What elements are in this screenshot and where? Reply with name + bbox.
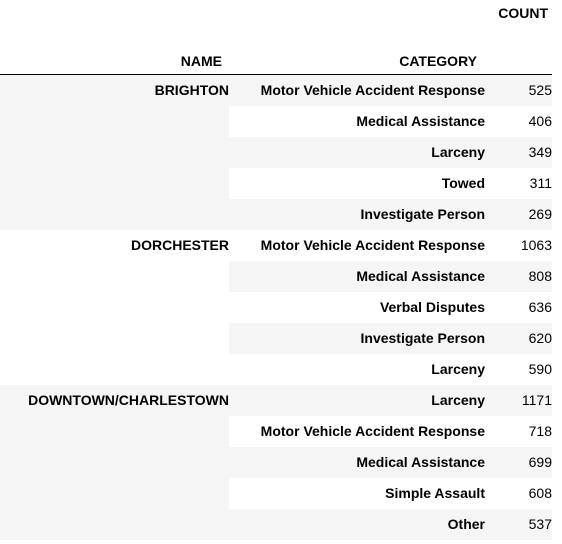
category-cell: Medical Assistance xyxy=(229,447,485,478)
category-cell: Investigate Person xyxy=(229,199,485,230)
table-row: Verbal Disputes 636 xyxy=(0,292,552,323)
count-cell: 525 xyxy=(485,74,552,106)
header-blank-cell xyxy=(485,28,552,74)
category-cell: Larceny xyxy=(229,385,485,416)
table-row: Larceny 590 xyxy=(0,354,552,385)
count-cell: 636 xyxy=(528,299,552,315)
count-cell: 1063 xyxy=(520,237,552,253)
table-row: DORCHESTER Motor Vehicle Accident Respons… xyxy=(0,230,552,261)
category-cell: Motor Vehicle Accident Response xyxy=(260,237,485,253)
count-cell: 349 xyxy=(485,137,552,168)
table-row: Investigate Person 269 xyxy=(0,199,552,230)
table-header: COUNT NAME CATEGORY xyxy=(0,0,552,74)
header-blank-cell xyxy=(0,0,229,28)
category-cell: Larceny xyxy=(431,361,485,377)
index-header-category: CATEGORY xyxy=(399,52,477,69)
table-row: Larceny 349 xyxy=(0,137,552,168)
table-row: Medical Assistance 808 xyxy=(0,261,552,292)
group-name-cell: DOWNTOWN/CHARLESTOWN xyxy=(0,385,229,540)
count-cell: 699 xyxy=(485,447,552,478)
category-cell: Larceny xyxy=(229,137,485,168)
count-cell: 537 xyxy=(485,509,552,540)
table-row: Medical Assistance 699 xyxy=(0,447,552,478)
count-cell: 620 xyxy=(485,323,552,354)
group-name-cell: DORCHESTER xyxy=(130,237,229,253)
table-row: DOWNTOWN/CHARLESTOWN Larceny 1171 xyxy=(0,385,552,540)
column-header-count: COUNT xyxy=(498,5,548,21)
category-cell: Towed xyxy=(441,175,485,191)
count-cell: 608 xyxy=(528,485,552,501)
table-row: Towed 311 xyxy=(0,168,552,199)
category-cell: Motor Vehicle Accident Response xyxy=(260,423,485,439)
category-cell: Medical Assistance xyxy=(356,113,485,129)
table-body: BRIGHTON Motor Vehicle Accident Response 5… xyxy=(0,74,552,540)
index-header-name: NAME xyxy=(180,52,222,69)
table-row: Motor Vehicle Accident Response 718 xyxy=(0,416,552,447)
count-cell: 269 xyxy=(485,199,552,230)
count-cell: 718 xyxy=(528,423,552,439)
table-row: Other 537 xyxy=(0,509,552,540)
category-cell: Investigate Person xyxy=(229,323,485,354)
count-cell: 311 xyxy=(529,175,552,191)
category-cell: Motor Vehicle Accident Response xyxy=(229,74,485,106)
count-cell: 1171 xyxy=(485,385,552,416)
count-cell: 406 xyxy=(528,113,552,129)
table-row: BRIGHTON Motor Vehicle Accident Response 5… xyxy=(0,74,552,230)
header-row-columns: COUNT xyxy=(0,0,552,28)
count-cell: 590 xyxy=(528,361,552,377)
grouped-dataframe-table: COUNT NAME CATEGORY BRIGHTON Motor Vehicl… xyxy=(0,0,552,540)
count-cell: 808 xyxy=(485,261,552,292)
table-row: Medical Assistance 406 xyxy=(0,106,552,137)
header-row-index-names: NAME CATEGORY xyxy=(0,28,552,74)
group-name-cell: BRIGHTON xyxy=(0,74,229,230)
category-cell: Simple Assault xyxy=(385,485,485,501)
category-cell: Medical Assistance xyxy=(229,261,485,292)
category-cell: Other xyxy=(229,509,485,540)
header-blank-cell xyxy=(229,0,485,28)
category-cell: Verbal Disputes xyxy=(379,299,485,315)
table-row: Simple Assault 608 xyxy=(0,478,552,509)
table-row: Investigate Person 620 xyxy=(0,323,552,354)
